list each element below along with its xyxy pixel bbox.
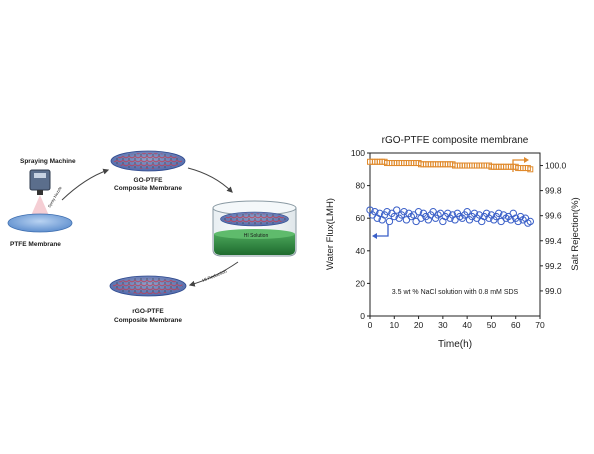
arrow-go-to-beaker [187,167,233,193]
arrow-spray-to-go [61,168,110,201]
go-ptfe-membrane-disc [110,150,186,172]
flux-point [475,211,483,219]
flux-series [366,206,534,227]
arrow-beaker-to-rgo [188,261,239,287]
x-tick-label: 60 [511,320,521,330]
x-tick-label: 30 [438,320,448,330]
flux-point [385,217,394,226]
flux-point [400,207,408,216]
y-right-tick-label: 100.0 [545,161,567,171]
reduction-arrow-label: HI Reduction [202,268,228,283]
plot-frame [369,152,541,317]
hi-solution-label: HI Solution [244,233,269,239]
performance-chart: rGO-PTFE composite membrane 0 10 20 30 40 50 6… [325,135,581,350]
x-tick-label: 50 [487,320,497,330]
y-left-axis-label: Water Flux(LMH) [325,198,336,270]
y-left-tick-label: 100 [351,148,365,158]
rgo-ptfe-label-line2: Composite Membrane [114,317,182,324]
ptfe-membrane-label: PTFE Membrane [10,241,61,248]
flux-point [507,216,515,224]
y-right-axis-label: Salt Rejection(%) [570,197,581,270]
x-tick-label: 70 [535,320,545,330]
flux-point [393,206,401,214]
flux-point [526,217,534,226]
rejection-axis-arrow-icon [512,157,529,172]
y-left-tick-label: 60 [356,213,366,223]
chart-annotation: 3.5 wt % NaCl solution with 0.8 mM SDS [392,289,519,296]
flux-point [371,207,379,216]
x-tick-label: 20 [414,320,424,330]
x-tick-label: 10 [390,320,400,330]
rejection-point [527,166,534,173]
flux-point [390,212,398,221]
flux-point [414,207,423,216]
x-axis: 0 10 20 30 40 50 60 70 [368,316,545,330]
chart-title: rGO-PTFE composite membrane [382,135,529,146]
x-axis-label: Time(h) [438,339,472,350]
x-tick-label: 0 [368,320,373,330]
y-right-tick-label: 99.2 [545,261,562,271]
flux-point [376,209,384,218]
rejection-series [367,158,534,173]
y-right-tick-label: 99.0 [545,286,562,296]
process-schematic: Spraying Machine Spray Nozzle PTFE Membr… [7,150,297,324]
y-right-tick-label: 99.6 [545,211,562,221]
go-ptfe-label-line2: Composite Membrane [114,185,182,192]
spraying-machine-icon [29,169,51,218]
x-tick-label: 40 [462,320,472,330]
y-left-tick-label: 40 [356,246,366,256]
flux-point [495,209,503,218]
ptfe-membrane-disc [7,213,73,233]
beaker-icon [212,200,297,257]
y-right-tick-label: 99.4 [545,236,562,246]
y-right-tick-label: 99.8 [545,186,562,196]
y-left-tick-label: 80 [356,181,366,191]
y-left-tick-label: 20 [356,278,366,288]
rgo-ptfe-label-line1: rGO-PTFE [132,308,164,315]
y-axis-right: 99.0 99.2 99.4 99.6 99.8 100.0 [540,161,567,296]
spraying-machine-label: Spraying Machine [20,158,76,165]
y-axis-left: 0 20 40 60 80 100 [351,148,370,321]
flux-point [383,207,391,216]
rgo-ptfe-membrane-disc [109,275,187,297]
flux-point [463,207,471,216]
go-ptfe-label-line1: GO-PTFE [134,177,164,184]
flux-axis-arrow-icon [372,224,389,239]
y-left-tick-label: 0 [360,311,365,321]
